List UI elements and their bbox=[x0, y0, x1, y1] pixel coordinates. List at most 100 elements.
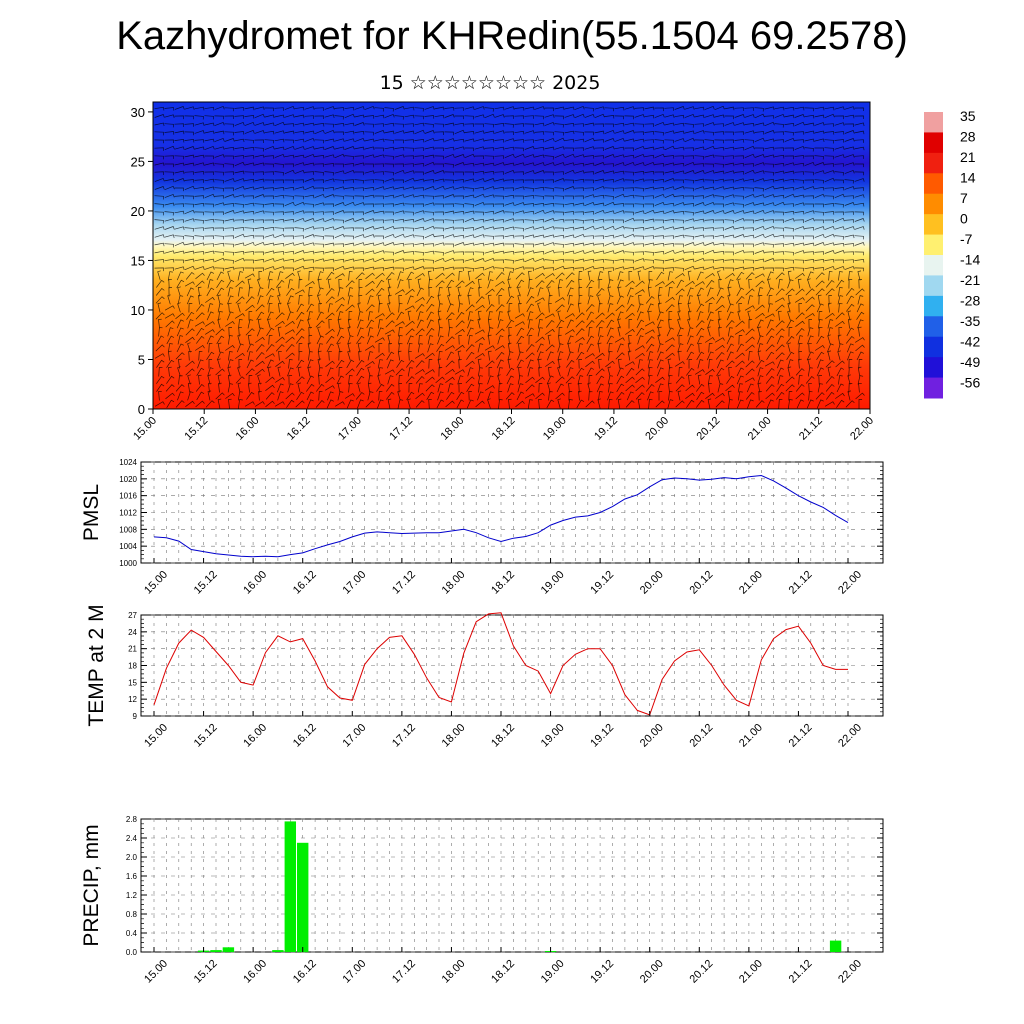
colorbar-swatch bbox=[924, 336, 943, 358]
colorbar-swatch bbox=[924, 255, 943, 276]
chart-subtitle: 15 ☆☆☆☆☆☆☆☆ 2025 bbox=[379, 72, 601, 94]
y-tick-label: 30 bbox=[131, 105, 145, 120]
precip-bar bbox=[829, 940, 842, 952]
grid-horizontal bbox=[141, 614, 883, 717]
y-tick-label: 21 bbox=[128, 645, 137, 654]
y-axis-label: PMSL bbox=[80, 484, 103, 541]
y-tick-label: 15 bbox=[131, 253, 145, 268]
grid-horizontal bbox=[141, 818, 883, 953]
x-tick-label: 22.00 bbox=[836, 569, 864, 597]
series-line bbox=[153, 474, 849, 558]
y-tick-label: 5 bbox=[138, 352, 145, 367]
x-tick-label: 19.00 bbox=[539, 722, 567, 750]
y-tick-label: 0.0 bbox=[126, 948, 138, 957]
x-tick-label: 15.12 bbox=[192, 958, 220, 986]
colorbar-swatch bbox=[924, 112, 943, 133]
x-tick-label: 18.12 bbox=[489, 569, 517, 597]
colorbar-label: -7 bbox=[960, 231, 973, 247]
y-tick-label: 12 bbox=[128, 695, 137, 704]
x-tick-label: 18.00 bbox=[440, 958, 468, 986]
y-tick-label: 10 bbox=[131, 303, 145, 318]
colorbar-swatch bbox=[924, 152, 943, 174]
x-tick-label: 16.00 bbox=[241, 958, 269, 986]
y-tick-label: 1020 bbox=[119, 475, 137, 484]
x-tick-label: 16.12 bbox=[291, 569, 319, 597]
wind-barbs bbox=[154, 105, 865, 409]
precip-bar bbox=[284, 821, 296, 952]
x-tick-label: 19.12 bbox=[588, 569, 616, 597]
x-tick-label: 20.00 bbox=[638, 958, 666, 986]
colorbar-label: -14 bbox=[960, 252, 980, 268]
x-tick-label: 18.00 bbox=[440, 722, 468, 750]
x-tick-label: 18.00 bbox=[438, 415, 466, 443]
x-tick-label: 15.00 bbox=[131, 415, 159, 443]
x-tick-label: 17.12 bbox=[390, 569, 418, 597]
colorbar-label: 14 bbox=[960, 170, 976, 186]
x-tick-label: 22.00 bbox=[836, 958, 864, 986]
x-tick-label: 22.00 bbox=[836, 722, 864, 750]
colorbar-swatch bbox=[924, 316, 943, 338]
x-tick-label: 21.00 bbox=[746, 415, 774, 443]
colorbar-label: -28 bbox=[960, 293, 980, 309]
x-tick-label: 17.00 bbox=[340, 722, 368, 750]
y-tick-label: 1008 bbox=[119, 525, 137, 534]
x-tick-label: 19.12 bbox=[588, 722, 616, 750]
colorbar-label: 0 bbox=[960, 211, 968, 227]
y-tick-label: 2.0 bbox=[126, 853, 138, 862]
y-tick-label: 25 bbox=[131, 154, 145, 169]
series-line bbox=[153, 612, 848, 716]
x-tick-label: 18.12 bbox=[490, 415, 518, 443]
y-tick-label: 2.8 bbox=[126, 815, 138, 824]
x-tick-label: 16.12 bbox=[291, 958, 319, 986]
x-tick-label: 18.00 bbox=[440, 569, 468, 597]
x-tick-label: 21.12 bbox=[787, 958, 815, 986]
x-tick-label: 21.00 bbox=[737, 958, 765, 986]
x-tick-label: 15.12 bbox=[192, 722, 220, 750]
x-tick-label: 21.12 bbox=[797, 415, 825, 443]
colorbar-label: -42 bbox=[960, 334, 980, 350]
colorbar-swatch bbox=[924, 234, 943, 256]
y-tick-label: 1.2 bbox=[126, 891, 138, 900]
colorbar-label: -56 bbox=[960, 375, 980, 391]
x-tick-label: 15.00 bbox=[142, 569, 170, 597]
temp-panel: 27 24 21 18 15 12 9 TEMP at 2 M 15.00 15.12 16.00 1… bbox=[85, 604, 884, 750]
colorbar-label: -21 bbox=[960, 272, 980, 288]
colorbar-label: 35 bbox=[960, 108, 976, 124]
x-tick-label: 17.12 bbox=[390, 722, 418, 750]
x-tick-label: 19.00 bbox=[539, 958, 567, 986]
x-tick-label: 15.00 bbox=[142, 722, 170, 750]
colorbar-swatch bbox=[924, 173, 943, 195]
x-tick-label: 16.00 bbox=[241, 722, 269, 750]
chart-title: Kazhydromet for KHRedin(55.1504 69.2578) bbox=[116, 14, 908, 58]
y-tick-label: 15 bbox=[128, 678, 137, 687]
colorbar-swatch bbox=[924, 193, 943, 215]
x-tick-label: 17.00 bbox=[340, 569, 368, 597]
y-tick-label: 1004 bbox=[119, 542, 137, 551]
y-axis-label: PRECIP, mm bbox=[80, 824, 103, 946]
plot-frame bbox=[140, 818, 884, 953]
colorbar-swatch bbox=[924, 357, 943, 379]
y-tick-label: 1016 bbox=[119, 492, 137, 501]
minor-ticks bbox=[141, 818, 883, 953]
x-tick-label: 17.12 bbox=[390, 958, 418, 986]
temperature-field bbox=[153, 102, 870, 409]
x-tick-label: 15.12 bbox=[182, 415, 210, 443]
x-tick-label: 20.12 bbox=[695, 415, 723, 443]
y-tick-label: 20 bbox=[131, 204, 145, 219]
minor-ticks bbox=[141, 461, 883, 564]
colorbar-label: 21 bbox=[960, 149, 976, 165]
y-tick-label: 18 bbox=[128, 662, 137, 671]
y-tick-label: 27 bbox=[128, 611, 137, 620]
x-tick-label: 20.00 bbox=[638, 569, 666, 597]
x-tick-label: 20.12 bbox=[687, 722, 715, 750]
colorbar: 35 28 21 14 7 0 -7 -14 -21 -28 -35 -42 -49 -56 bbox=[924, 108, 980, 399]
x-tick-label: 16.12 bbox=[291, 722, 319, 750]
y-tick-label: 9 bbox=[133, 712, 138, 721]
x-tick-label: 20.00 bbox=[643, 415, 671, 443]
minor-ticks bbox=[141, 614, 883, 717]
x-tick-label: 17.12 bbox=[387, 415, 415, 443]
precip-panel: 2.8 2.4 2.0 1.6 1.2 0.8 0.4 0.0 PRECIP, mm 15.00 1… bbox=[80, 815, 884, 986]
x-tick-label: 20.12 bbox=[687, 569, 715, 597]
x-tick-label: 22.00 bbox=[848, 415, 876, 443]
colorbar-swatch bbox=[924, 377, 943, 399]
